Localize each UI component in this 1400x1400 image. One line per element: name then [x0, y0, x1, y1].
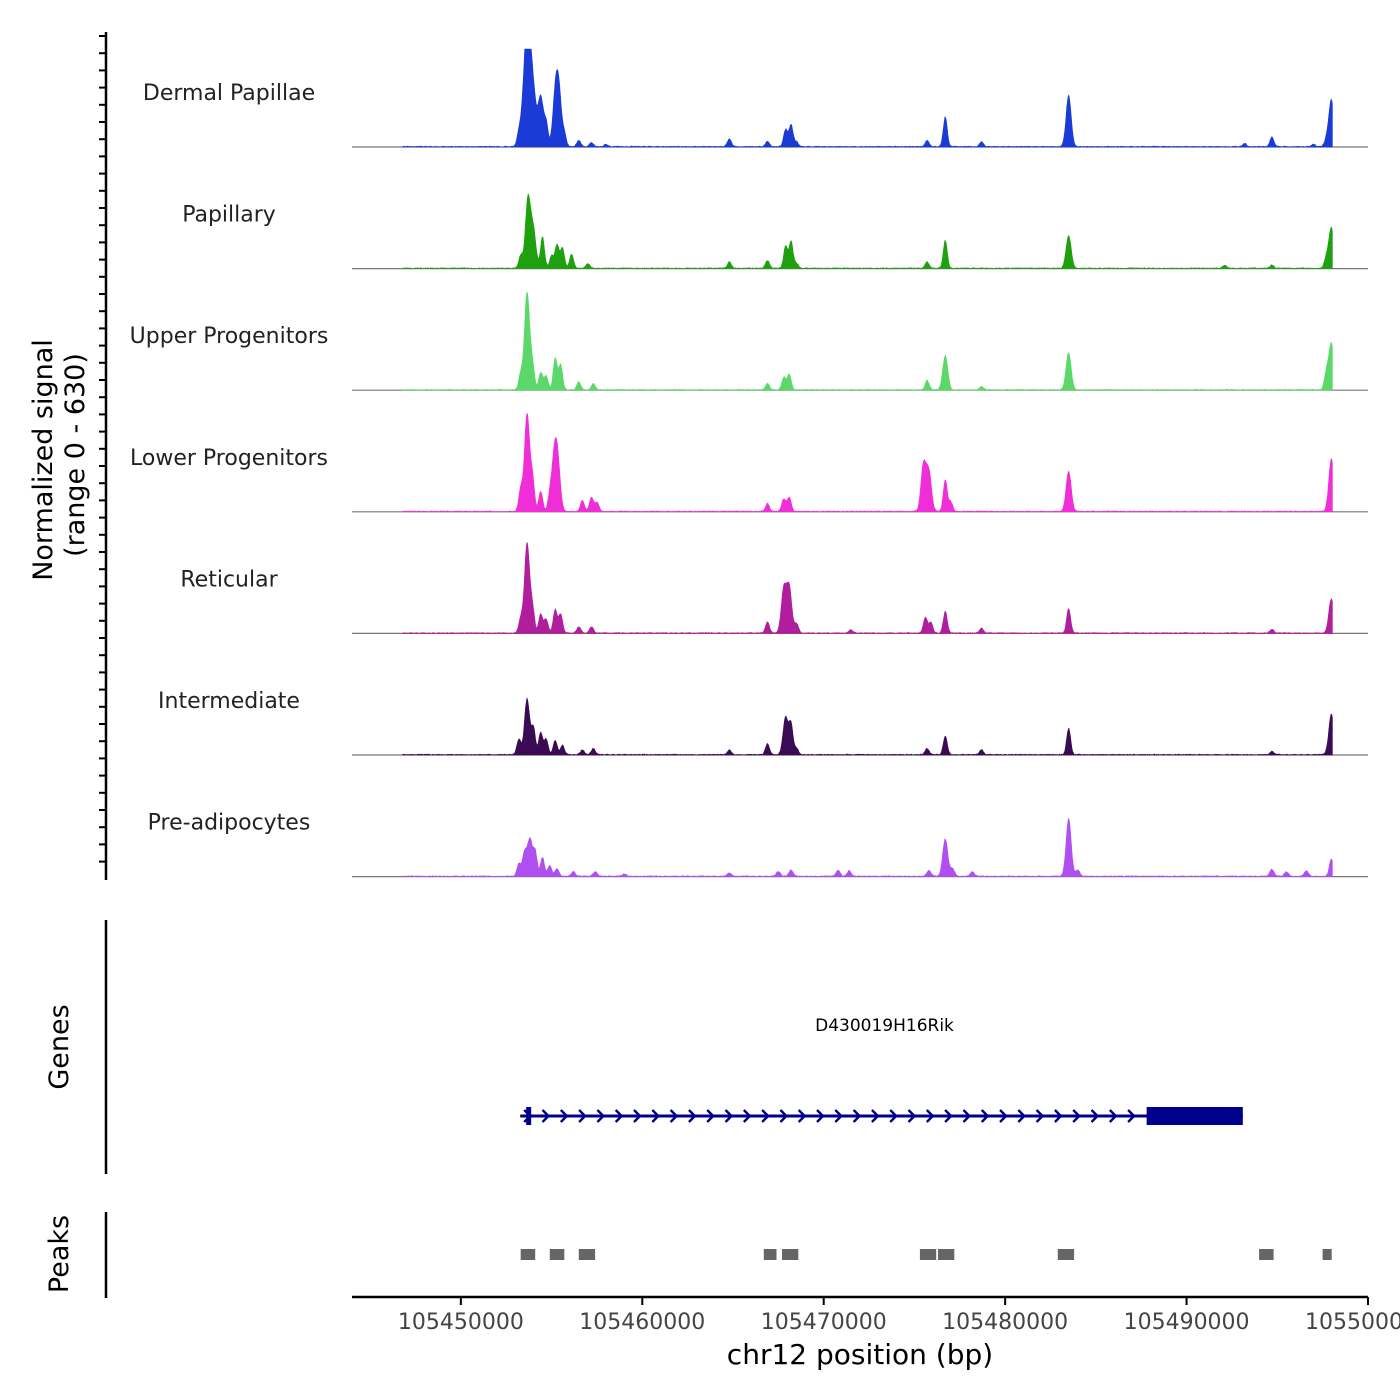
gene-name-label: D430019H16Rik: [815, 1016, 954, 1036]
strand-arrow: [761, 1109, 770, 1123]
x-tick-label: 105460000: [579, 1310, 705, 1335]
coverage-area: [402, 291, 1333, 391]
peak-region: [549, 1249, 565, 1260]
strand-arrow: [669, 1109, 679, 1123]
x-tick-label: 105490000: [1124, 1310, 1250, 1335]
track-dermal-papillae: Dermal Papillae: [143, 48, 1368, 148]
strand-arrow: [816, 1109, 825, 1123]
strand-arrow: [834, 1109, 843, 1123]
track-label: Upper Progenitors: [130, 324, 329, 349]
peak-regions: [520, 1249, 1332, 1260]
strand-arrow: [706, 1109, 715, 1123]
x-axis-title: chr12 position (bp): [727, 1338, 993, 1371]
strand-arrow: [925, 1109, 935, 1123]
gene-last-exon: [1146, 1107, 1243, 1125]
track-label: Pre-adipocytes: [148, 811, 311, 836]
track-reticular: Reticular: [180, 542, 1368, 635]
strand-arrow: [1035, 1109, 1045, 1123]
strand-arrow: [559, 1109, 569, 1123]
coverage-area: [402, 48, 1333, 148]
strand-arrow: [1108, 1109, 1118, 1123]
track-label: Reticular: [180, 567, 278, 592]
peak-region: [763, 1249, 777, 1260]
y-axis-title-line2: (range 0 - 630): [60, 353, 91, 557]
strand-arrow: [1090, 1109, 1100, 1123]
peak-region: [578, 1249, 596, 1260]
peak-region: [782, 1249, 799, 1260]
track-pre-adipocytes: Pre-adipocytes: [148, 811, 1368, 878]
strand-arrow: [1072, 1109, 1081, 1123]
track-label: Papillary: [182, 203, 276, 228]
strand-arrow: [1017, 1109, 1026, 1123]
signal-axis: Normalized signal (range 0 - 630): [28, 32, 108, 880]
strand-arrow: [596, 1109, 606, 1123]
genes-panel-label: Genes: [44, 1004, 75, 1089]
strand-arrow: [578, 1109, 587, 1123]
strand-arrow: [651, 1109, 660, 1123]
strand-arrow: [889, 1109, 898, 1123]
signal-axis-ticks: [99, 35, 106, 863]
strand-arrow: [1127, 1109, 1136, 1123]
strand-arrow: [871, 1109, 880, 1123]
peaks-panel: Peaks: [44, 1212, 1332, 1298]
genes-panel: Genes D430019H16Rik: [44, 920, 1243, 1174]
peak-region: [1322, 1249, 1332, 1260]
track-intermediate: Intermediate: [158, 689, 1368, 756]
strand-arrow: [742, 1109, 752, 1123]
strand-arrow: [688, 1109, 697, 1123]
strand-arrow: [1054, 1109, 1063, 1123]
peak-region: [938, 1249, 955, 1260]
x-axis-ticks: 105450000 105460000 105470000 105480000 1054…: [398, 1297, 1400, 1335]
x-axis: 105450000 105460000 105470000 105480000 1054…: [352, 1295, 1400, 1371]
strand-arrow: [779, 1109, 789, 1123]
strand-arrow: [999, 1109, 1008, 1123]
coverage-area: [402, 413, 1333, 513]
coverage-area: [402, 818, 1333, 878]
strand-arrow: [614, 1109, 624, 1123]
peak-region: [1259, 1249, 1274, 1260]
track-lower-progenitors: Lower Progenitors: [130, 413, 1368, 513]
peak-region: [1057, 1249, 1075, 1260]
y-axis-title-line1: Normalized signal: [28, 339, 59, 581]
strand-arrow: [852, 1109, 862, 1123]
coverage-area: [402, 697, 1333, 756]
strand-arrow: [633, 1109, 642, 1123]
peak-region: [919, 1249, 937, 1260]
x-tick-label: 105480000: [942, 1310, 1068, 1335]
coverage-tracks: Dermal Papillae Papillary Upper Progenitor…: [130, 48, 1368, 878]
strand-arrow: [962, 1109, 972, 1123]
track-papillary: Papillary: [182, 193, 1368, 270]
strand-arrow: [797, 1109, 807, 1123]
strand-arrow: [980, 1109, 990, 1123]
peaks-panel-label: Peaks: [44, 1215, 75, 1293]
strand-arrow: [523, 1109, 532, 1123]
peak-region: [520, 1249, 536, 1260]
track-label: Intermediate: [158, 689, 300, 714]
x-tick-label: 105500000: [1305, 1310, 1400, 1335]
coverage-area: [402, 193, 1333, 270]
strand-arrow: [944, 1109, 953, 1123]
strand-arrow: [541, 1109, 551, 1123]
strand-arrow: [724, 1109, 734, 1123]
x-tick-label: 105470000: [761, 1310, 887, 1335]
track-label: Lower Progenitors: [130, 446, 328, 471]
x-tick-label: 105450000: [398, 1310, 524, 1335]
track-label: Dermal Papillae: [143, 81, 315, 106]
gene-model: [520, 1107, 1243, 1125]
coverage-area: [402, 542, 1333, 634]
track-upper-progenitors: Upper Progenitors: [130, 291, 1368, 391]
strand-arrow: [907, 1109, 917, 1123]
